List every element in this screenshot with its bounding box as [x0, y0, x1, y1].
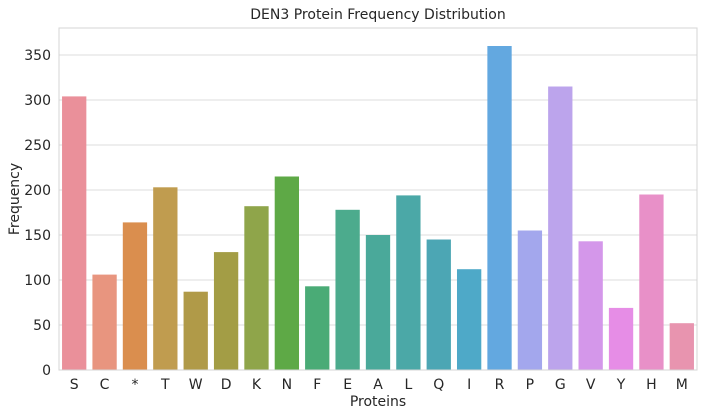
x-tick-label: A	[373, 377, 383, 393]
x-tick-label: S	[70, 377, 79, 393]
bar-g	[548, 86, 573, 370]
bars	[62, 46, 694, 371]
bar-n	[274, 176, 300, 370]
bar-s	[62, 96, 87, 371]
y-tick-label: 0	[42, 363, 51, 379]
y-tick-label: 150	[24, 228, 51, 244]
bar-v	[578, 241, 603, 370]
bar-p	[517, 230, 543, 370]
bar-y	[608, 307, 634, 370]
x-tick-label: G	[555, 377, 566, 393]
y-tick-label: 50	[33, 318, 51, 334]
x-tick-label: N	[282, 377, 292, 393]
x-tick-label: F	[313, 377, 321, 393]
bar-q	[426, 239, 451, 370]
bar-h	[639, 194, 664, 370]
x-tick-label: E	[343, 377, 352, 393]
x-tick-label: V	[586, 377, 596, 393]
x-tick-label: D	[221, 377, 232, 393]
x-tick-label: Q	[433, 377, 444, 393]
x-tick-label: W	[189, 377, 203, 393]
y-axis-title: Frequency	[7, 163, 23, 235]
x-tick-label: C	[100, 377, 110, 393]
y-tick-label: 350	[24, 48, 51, 64]
bar-c	[92, 274, 117, 370]
x-tick-label: M	[676, 377, 688, 393]
bar-e	[335, 209, 360, 370]
bar-stop	[122, 222, 148, 370]
x-tick-label: K	[252, 377, 262, 393]
bar-f	[305, 286, 330, 370]
bar-w	[183, 291, 208, 370]
plot-frame	[58, 27, 698, 371]
x-axis-title: Proteins	[350, 394, 406, 410]
x-tick-label: *	[131, 377, 138, 393]
y-tick-label: 300	[24, 93, 51, 109]
bar-a	[365, 235, 391, 370]
y-tick-label: 100	[24, 273, 51, 289]
y-tick-label: 250	[24, 138, 51, 154]
x-axis-ticks: S C * T W D K N F E A L Q I R P G V Y H M	[70, 377, 688, 393]
x-tick-label: T	[160, 377, 170, 393]
bar-i	[456, 269, 482, 370]
bar-t	[153, 187, 178, 370]
bar-k	[244, 206, 269, 370]
bar-r	[487, 46, 512, 370]
bar-m	[669, 323, 694, 370]
y-tick-label: 200	[24, 183, 51, 199]
bar-l	[396, 195, 421, 370]
x-tick-label: I	[467, 377, 471, 393]
x-tick-label: H	[646, 377, 657, 393]
bar-d	[213, 252, 239, 370]
chart-title: DEN3 Protein Frequency Distribution	[250, 7, 505, 23]
x-tick-label: P	[526, 377, 534, 393]
x-tick-label: R	[495, 377, 505, 393]
x-tick-label: L	[404, 377, 412, 393]
x-tick-label: Y	[616, 377, 626, 393]
y-axis-ticks: 0 50 100 150 200 250 300 350	[24, 48, 51, 379]
